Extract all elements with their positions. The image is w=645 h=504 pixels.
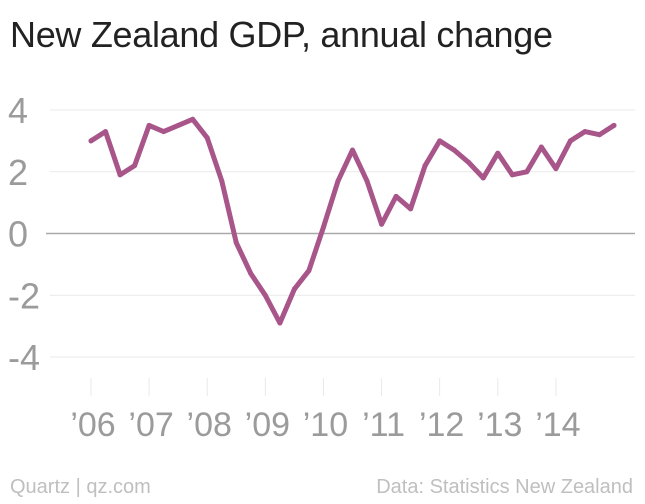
- data-point: [553, 166, 559, 172]
- data-point: [306, 268, 312, 274]
- data-point: [393, 193, 399, 199]
- data-point: [567, 138, 573, 144]
- data-point: [262, 292, 268, 298]
- data-point: [480, 175, 486, 181]
- chart-title: New Zealand GDP, annual change: [10, 14, 553, 55]
- data-point: [495, 150, 501, 156]
- brand-credit: Quartz | qz.com: [10, 476, 151, 498]
- data-point: [103, 129, 109, 135]
- x-tick-label: ’07: [128, 406, 173, 444]
- data-point: [582, 129, 588, 135]
- x-tick-label: ’11: [362, 406, 405, 444]
- x-tick-label: ’13: [477, 406, 522, 444]
- data-point: [219, 178, 225, 184]
- data-point: [291, 286, 297, 292]
- data-point: [451, 147, 457, 153]
- data-point: [364, 178, 370, 184]
- data-point: [161, 129, 167, 135]
- x-tick-label: ’10: [303, 406, 348, 444]
- y-tick-label: -4: [8, 337, 40, 378]
- data-point: [509, 172, 515, 178]
- data-point: [538, 144, 544, 150]
- data-point: [204, 135, 210, 141]
- data-point: [132, 163, 138, 169]
- series-group: [88, 116, 617, 326]
- data-point: [437, 138, 443, 144]
- data-point: [596, 132, 602, 138]
- data-source-credit: Data: Statistics New Zealand: [376, 476, 633, 498]
- data-point: [117, 172, 123, 178]
- data-point: [335, 178, 341, 184]
- data-point: [379, 221, 385, 227]
- x-tick-label: ’09: [245, 406, 290, 444]
- data-point: [88, 138, 94, 144]
- data-point: [422, 163, 428, 169]
- data-point: [233, 240, 239, 246]
- data-point: [466, 159, 472, 165]
- data-point: [408, 206, 414, 212]
- x-axis-ticks: ’06 ’07 ’08 ’09 ’10 ’11 ’12 ’13 ’14: [70, 378, 581, 444]
- x-tick-label: ’06: [70, 406, 115, 444]
- data-point: [277, 320, 283, 326]
- grid-lines: [46, 109, 635, 358]
- y-tick-label: 4: [8, 90, 28, 131]
- data-point: [350, 147, 355, 153]
- y-axis-ticks: 4 2 0 -2 -4: [8, 90, 40, 378]
- data-point: [320, 224, 326, 230]
- y-tick-label: -2: [8, 275, 40, 316]
- x-tick-label: ’08: [187, 406, 232, 444]
- x-tick-label: ’12: [419, 406, 464, 444]
- x-tick-label: ’14: [535, 406, 580, 444]
- data-point: [190, 116, 196, 122]
- data-point: [611, 122, 617, 128]
- y-tick-label: 2: [8, 152, 28, 193]
- y-tick-label: 0: [8, 214, 28, 255]
- data-point: [146, 122, 152, 128]
- data-point: [248, 271, 254, 277]
- data-point: [175, 122, 181, 128]
- data-point: [524, 169, 530, 175]
